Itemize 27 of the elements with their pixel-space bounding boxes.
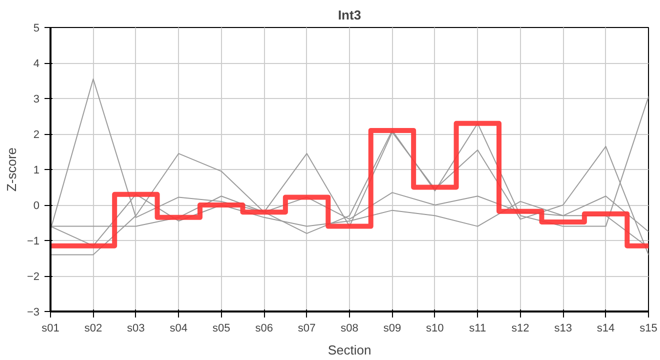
x-tick-label: s07 [298,322,316,334]
x-tick-label: s10 [426,322,444,334]
y-tick-label: 0 [33,200,40,212]
x-tick-label: s11 [469,322,486,334]
x-tick-label: s12 [511,322,530,334]
y-tick-label: 3 [33,94,40,106]
y-tick-label: −1 [26,236,40,248]
x-tick-label: s06 [255,322,273,334]
x-tick-label: s14 [596,322,615,334]
x-tick-label: s13 [554,322,572,334]
x-tick-label: s01 [42,322,60,334]
x-tick-label: s05 [212,322,230,334]
y-tick-label: −2 [26,271,40,283]
y-tick-label: 2 [33,129,40,141]
x-tick-label: s08 [340,322,358,334]
y-tick-label: 1 [33,164,40,176]
y-tick-label: 4 [33,58,40,70]
chart-title: Int3 [338,8,362,22]
x-tick-label: s02 [84,322,102,334]
y-tick-label: 5 [33,22,40,34]
x-tick-label: s04 [170,322,188,334]
y-axis-title: Z-score [4,147,19,192]
x-axis-title: Section [328,342,372,358]
y-tick-label: −3 [26,306,40,318]
x-tick-label: s03 [127,322,145,334]
x-tick-label: s09 [383,322,402,334]
x-tick-label: s15 [640,322,658,334]
